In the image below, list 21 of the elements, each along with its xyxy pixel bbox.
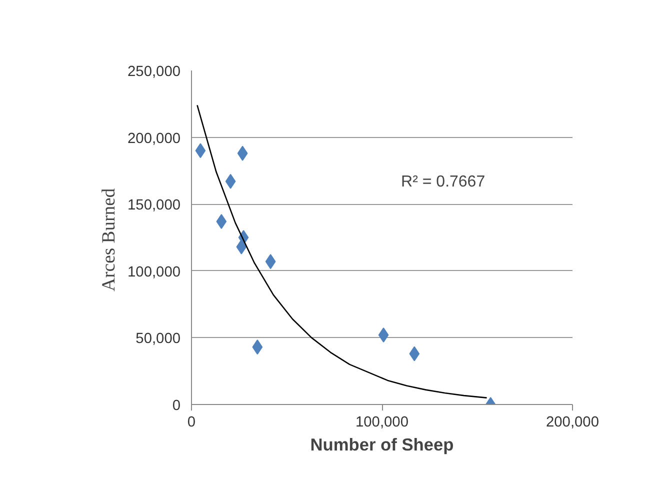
point [252, 340, 263, 355]
x-axis-title: Number of Sheep [310, 434, 454, 454]
y-tick-label: 0 [172, 398, 181, 414]
point [195, 143, 206, 158]
y-axis-title: Arces Burned [98, 188, 120, 292]
y-tick-label: 250,000 [128, 64, 181, 80]
x-tick-label: 200,000 [546, 414, 599, 430]
point [225, 174, 236, 189]
point [409, 346, 420, 362]
x-tick-label: 100,000 [356, 414, 408, 430]
point [236, 239, 247, 254]
point [216, 214, 227, 229]
x-tick-label: 0 [187, 414, 196, 430]
y-tick-label: 50,000 [136, 331, 180, 348]
y-tick-label: 150,000 [128, 198, 181, 214]
y-tick-label: 200,000 [128, 130, 181, 147]
point [378, 328, 389, 343]
annotation: R² = 0.7667 [401, 174, 486, 191]
point [265, 254, 276, 270]
y-tick-label: 100,000 [128, 264, 181, 280]
point [237, 146, 248, 161]
